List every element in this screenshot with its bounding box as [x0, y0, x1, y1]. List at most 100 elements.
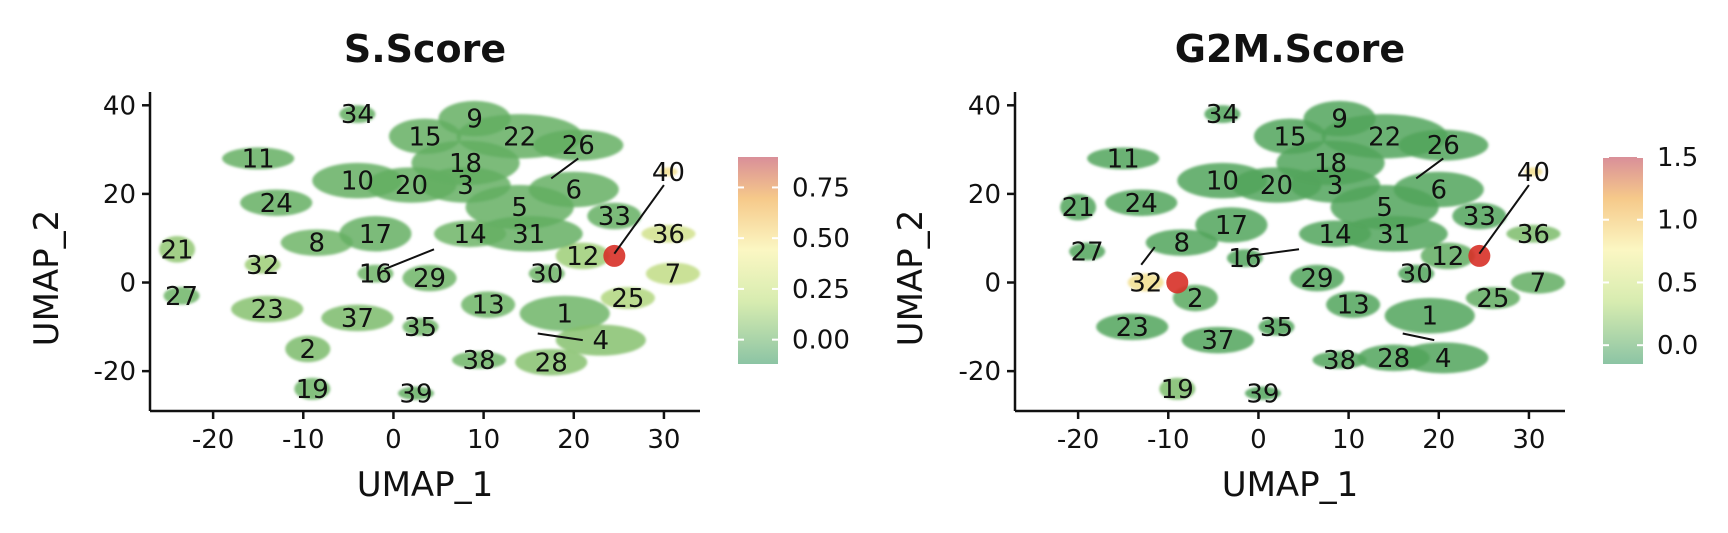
- cluster-label-17: 17: [359, 220, 392, 250]
- y-tick-label: 40: [103, 91, 136, 121]
- cluster-label-34: 34: [1206, 100, 1239, 130]
- cluster-label-15: 15: [1273, 122, 1306, 152]
- x-tick-label: 0: [385, 425, 402, 455]
- cluster-label-1: 1: [1421, 302, 1438, 332]
- cluster-label-40: 40: [652, 158, 685, 188]
- label-leader-line: [1415, 157, 1444, 180]
- cluster-label-34: 34: [341, 100, 374, 130]
- cluster-blob-1: [519, 295, 610, 332]
- cluster-blob-8: [280, 229, 353, 256]
- cluster-label-10: 10: [1206, 167, 1239, 197]
- label-leader-line: [384, 248, 435, 271]
- cluster-blob-37: [1181, 326, 1254, 354]
- cluster-label-14: 14: [1319, 220, 1352, 250]
- y-tick-label: -20: [959, 357, 1001, 387]
- cluster-label-30: 30: [530, 260, 563, 290]
- x-tick-label: 20: [1422, 425, 1455, 455]
- label-leader-line: [1140, 246, 1156, 266]
- x-tick-label: 10: [1332, 425, 1365, 455]
- cluster-blob-23: [1096, 313, 1169, 341]
- label-leader-line: [550, 157, 579, 180]
- cluster-blob-19: [1159, 377, 1196, 400]
- cluster-blob-35: [402, 317, 439, 336]
- cluster-label-25: 25: [611, 284, 644, 314]
- cluster-label-1: 1: [556, 300, 573, 330]
- cluster-label-4: 4: [593, 326, 610, 356]
- highlight-points: [1166, 244, 1491, 294]
- cluster-label-10: 10: [341, 167, 374, 197]
- colorbar-tick-label: 1.5: [1657, 143, 1698, 173]
- colorbar: 0.0 0.5 1.0 1.5: [1603, 143, 1698, 364]
- cluster-label-16: 16: [1228, 244, 1261, 274]
- cluster-label-31: 31: [1377, 220, 1410, 250]
- cluster-label-6: 6: [1430, 175, 1447, 205]
- cluster-blob-38: [1312, 351, 1367, 369]
- cluster-blob-28: [1357, 344, 1430, 372]
- y-tick-label: 0: [119, 269, 136, 299]
- cluster-label-20: 20: [395, 171, 428, 201]
- cluster-blob-17: [339, 216, 412, 252]
- cluster-label-37: 37: [1201, 326, 1234, 356]
- cluster-blob-12: [555, 242, 610, 270]
- label-leader-line: [613, 184, 665, 255]
- colorbar-tick-label: 0.0: [1657, 331, 1698, 361]
- cluster-blob-24: [1105, 189, 1178, 217]
- cluster-label-20: 20: [1260, 171, 1293, 201]
- highlight-points: [603, 244, 626, 267]
- cluster-label-33: 33: [598, 202, 631, 232]
- cluster-label-8: 8: [1174, 229, 1191, 259]
- cluster-blob-26: [1398, 129, 1489, 161]
- cluster-label-36: 36: [1517, 220, 1550, 250]
- y-tick-label: 40: [968, 91, 1001, 121]
- colorbar: 0.00 0.25 0.50 0.75: [738, 157, 850, 364]
- cluster-labels: 1234567891011121314151617181920212223242…: [161, 100, 685, 409]
- cluster-blob-19: [294, 377, 331, 400]
- cluster-label-29: 29: [413, 264, 446, 294]
- cluster-label-13: 13: [472, 291, 505, 321]
- cluster-label-2: 2: [300, 335, 317, 365]
- x-tick-label: 30: [1512, 425, 1545, 455]
- cluster-blob-32: [244, 255, 281, 274]
- cluster-label-35: 35: [1260, 313, 1293, 343]
- cluster-label-37: 37: [341, 304, 374, 334]
- cluster-label-8: 8: [309, 229, 326, 259]
- colorbar-gradient: [1603, 157, 1643, 364]
- cluster-label-39: 39: [1246, 379, 1279, 409]
- cluster-blob-38: [452, 351, 507, 369]
- y-tick-label: 0: [984, 269, 1001, 299]
- cluster-label-19: 19: [296, 375, 329, 405]
- cluster-blob-21: [159, 235, 196, 263]
- cluster-blob-32: [1127, 273, 1164, 292]
- cluster-blob-4: [555, 324, 646, 356]
- cluster-blob-28: [515, 348, 588, 376]
- cluster-label-32: 32: [246, 251, 279, 281]
- cluster-label-27: 27: [1071, 238, 1104, 268]
- cluster-label-15: 15: [408, 122, 441, 152]
- cluster-blob-34: [339, 105, 376, 124]
- cluster-blob-39: [1244, 386, 1281, 400]
- cluster-label-26: 26: [562, 131, 595, 161]
- cluster-label-3: 3: [457, 171, 474, 201]
- cluster-label-31: 31: [512, 220, 545, 250]
- cluster-blobs: [159, 100, 700, 400]
- cluster-label-12: 12: [1431, 242, 1464, 272]
- cluster-blob-33: [587, 202, 642, 230]
- cluster-blob-33: [1452, 202, 1507, 230]
- x-tick-label: 10: [467, 425, 500, 455]
- highlight-point-40: [1468, 244, 1491, 267]
- y-axis: -20 0 20 40: [94, 91, 152, 411]
- cluster-blob-17: [1195, 207, 1268, 243]
- x-tick-label: -10: [282, 425, 324, 455]
- cluster-label-24: 24: [260, 189, 293, 219]
- y-tick-label: 20: [103, 180, 136, 210]
- x-tick-label: -20: [192, 425, 234, 455]
- cluster-blob-21: [1060, 193, 1097, 221]
- cluster-blob-2: [285, 335, 331, 363]
- y-axis: -20 0 20 40: [959, 91, 1017, 411]
- cluster-label-4: 4: [1435, 344, 1452, 374]
- x-axis-label: UMAP_1: [357, 465, 494, 505]
- cluster-label-17: 17: [1215, 211, 1248, 241]
- cluster-blob-8: [1145, 229, 1218, 256]
- cluster-label-9: 9: [1331, 105, 1348, 135]
- cluster-label-16: 16: [359, 260, 392, 290]
